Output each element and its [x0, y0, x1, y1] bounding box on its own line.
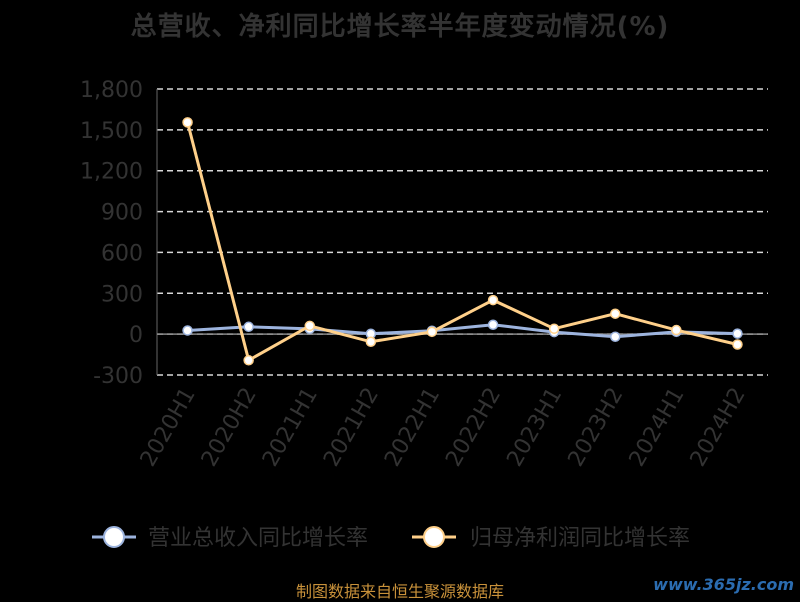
- y-tick-label: 900: [101, 201, 143, 226]
- data-point: [243, 321, 254, 333]
- legend-label: 营业总收入同比增长率: [148, 526, 368, 551]
- watermark: www.365jz.com: [653, 575, 794, 594]
- chart-title: 总营收、净利同比增长率半年度变动情况(%): [130, 12, 670, 42]
- x-tick-label: 2022H1: [380, 384, 445, 471]
- x-tick-label: 2020H1: [136, 384, 201, 471]
- y-tick-label: 1,500: [80, 119, 143, 144]
- x-tick-label: 2024H2: [686, 384, 751, 471]
- data-point: [732, 328, 743, 339]
- data-point: [182, 117, 193, 128]
- y-tick-label: 300: [101, 282, 143, 307]
- data-point: [487, 294, 499, 306]
- series-line-1: [186, 121, 738, 363]
- data-point: [487, 319, 499, 330]
- x-tick-label: 2021H2: [319, 384, 384, 471]
- x-tick-label: 2023H2: [564, 384, 629, 471]
- data-point: [671, 324, 682, 336]
- x-tick-label: 2020H2: [197, 384, 262, 471]
- data-point: [426, 326, 438, 338]
- data-point: [548, 323, 560, 334]
- x-tick-label: 2024H1: [625, 384, 690, 471]
- data-point: [732, 339, 743, 350]
- y-tick-label: -300: [93, 364, 143, 389]
- y-tick-label: 600: [101, 241, 143, 266]
- legend-label: 归母净利润同比增长率: [470, 526, 690, 551]
- data-source-note: 制图数据来自恒生聚源数据库: [295, 582, 504, 601]
- data-point: [304, 320, 315, 332]
- y-tick-label: 0: [129, 323, 143, 348]
- x-tick-label: 2023H1: [502, 384, 567, 471]
- legend-marker: [423, 526, 445, 548]
- data-point: [243, 355, 254, 366]
- data-point: [610, 308, 621, 319]
- data-point: [182, 325, 193, 336]
- legend-marker: [103, 526, 125, 548]
- y-tick-label: 1,800: [80, 78, 143, 103]
- data-point: [365, 336, 377, 348]
- x-tick-label: 2022H2: [441, 384, 506, 471]
- y-tick-label: 1,200: [80, 160, 143, 185]
- series-line-0: [187, 323, 738, 339]
- data-point: [610, 331, 621, 342]
- x-tick-label: 2021H1: [258, 384, 323, 471]
